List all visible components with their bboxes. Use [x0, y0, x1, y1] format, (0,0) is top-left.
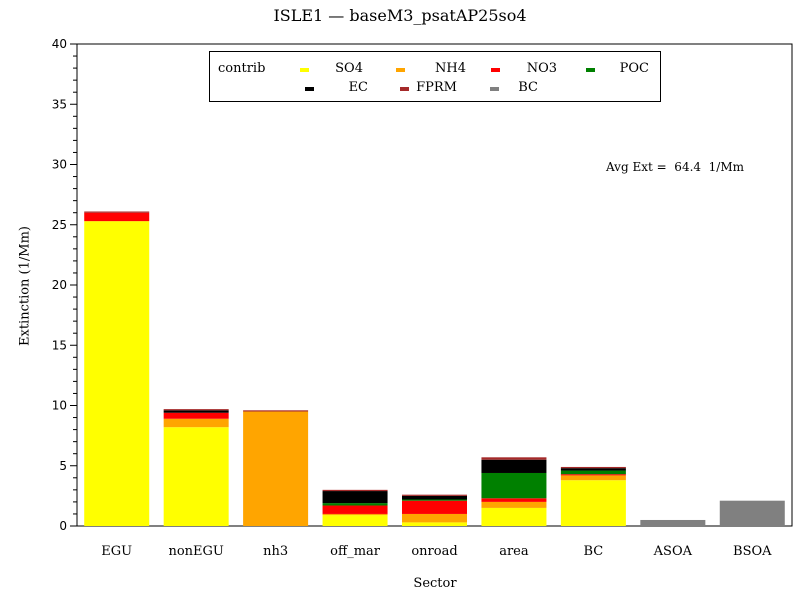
x-tick-label-onroad: onroad [411, 544, 457, 559]
y-axis-label: Extinction (1/Mm) [17, 225, 33, 347]
x-tick-label-area: area [499, 544, 529, 559]
bar-stack-off-mar [322, 489, 388, 526]
bar-off-mar-fprm [322, 489, 388, 492]
bar-area-poc [481, 472, 547, 499]
legend-label-fprm: FPRM [416, 80, 457, 95]
bar-bc-no3 [560, 474, 626, 476]
x-tick-label-off-mar: off_mar [330, 544, 381, 559]
y-tick-label: 5 [59, 459, 67, 473]
legend-swatch-no3 [491, 68, 500, 72]
bar-bc-fprm [560, 466, 626, 469]
bar-area-no3 [481, 498, 547, 502]
legend-label-so4: SO4 [335, 61, 363, 76]
legend-label-ec: EC [348, 80, 368, 95]
legend-swatch-ec [305, 87, 314, 91]
bar-area-ec [481, 459, 547, 473]
x-tick-label-nh3: nh3 [263, 544, 288, 559]
y-tick-label: 30 [52, 158, 67, 172]
bar-off-mar-so4 [322, 515, 388, 526]
bar-bc-nh4 [560, 475, 626, 481]
bar-egu-no3 [84, 212, 150, 222]
bar-off-mar-poc [322, 503, 388, 506]
y-tick-label: 15 [52, 338, 67, 352]
bar-nonegu-no3 [163, 412, 229, 419]
bar-stack-area [481, 457, 547, 526]
bar-bc-poc [560, 470, 626, 475]
y-tick-label: 10 [52, 399, 67, 413]
bars-group [84, 211, 785, 526]
x-tick-label-nonegu: nonEGU [168, 544, 223, 559]
chart-title: ISLE1 — baseM3_psatAP25so4 [273, 6, 527, 25]
avg-ext-annotation: Avg Ext = 64.4 1/Mm [606, 160, 744, 174]
y-axis: 0 5 10 15 20 25 30 35 40 [52, 37, 77, 533]
bar-nh3-nh4 [243, 411, 309, 526]
bar-stack-egu [84, 211, 150, 526]
x-tick-label-bc: BC [584, 544, 604, 559]
bar-area-so4 [481, 507, 547, 526]
bar-off-mar-no3 [322, 505, 388, 514]
bar-bc-ec [560, 468, 626, 471]
bar-stack-onroad [402, 494, 467, 526]
bar-nonegu-so4 [163, 427, 229, 526]
bar-stack-asoa [640, 519, 706, 526]
x-axis-label: Sector [413, 576, 457, 591]
bar-stack-bsoa [719, 500, 785, 526]
bar-onroad-so4 [402, 522, 467, 526]
legend-label-poc: POC [619, 61, 649, 76]
x-tick-label-egu: EGU [101, 544, 132, 559]
bar-egu-fprm [84, 211, 150, 213]
bar-off-mar-ec [322, 491, 388, 504]
y-tick-label: 0 [59, 519, 67, 533]
legend: contrib SO4 NH4 NO3 POC EC FPRM BC [209, 51, 661, 102]
bar-onroad-fprm [402, 494, 467, 496]
bar-stack-nonegu [163, 409, 229, 526]
x-tick-label-asoa: ASOA [653, 544, 693, 559]
bar-onroad-poc [402, 499, 467, 501]
bar-area-nh4 [481, 501, 547, 508]
bar-onroad-no3 [402, 500, 467, 514]
bar-bsoa-bc [719, 500, 785, 526]
x-tick-label-bsoa: BSOA [733, 544, 772, 559]
bar-nonegu-ec [163, 410, 229, 413]
legend-label-nh4: NH4 [435, 61, 466, 76]
bar-stack-bc [560, 466, 626, 526]
legend-swatch-bc [490, 87, 499, 91]
y-tick-label: 40 [52, 37, 67, 51]
y-tick-label: 25 [52, 218, 67, 232]
legend-swatch-so4 [300, 68, 309, 72]
bar-off-mar-nh4 [322, 513, 388, 516]
legend-label-bc: BC [518, 80, 538, 95]
bar-egu-so4 [84, 221, 150, 526]
bar-onroad-ec [402, 495, 467, 500]
bar-nonegu-fprm [163, 409, 229, 411]
bar-asoa-bc [640, 519, 706, 526]
bar-stack-nh3 [243, 410, 309, 526]
legend-label-no3: NO3 [526, 61, 557, 76]
bar-onroad-nh4 [402, 513, 467, 523]
bar-nonegu-nh4 [163, 418, 229, 428]
legend-swatch-nh4 [396, 68, 405, 72]
bar-bc-so4 [560, 480, 626, 526]
y-tick-label: 35 [52, 97, 67, 111]
legend-swatch-fprm [400, 87, 409, 91]
bar-nh3-fprm [243, 410, 309, 412]
legend-swatch-poc [586, 68, 595, 72]
y-tick-label: 20 [52, 278, 67, 292]
bar-area-fprm [481, 457, 547, 460]
x-axis: EGU nonEGU nh3 off_mar onroad area BC ASOA BSOA [101, 544, 772, 559]
legend-heading: contrib [218, 61, 266, 76]
